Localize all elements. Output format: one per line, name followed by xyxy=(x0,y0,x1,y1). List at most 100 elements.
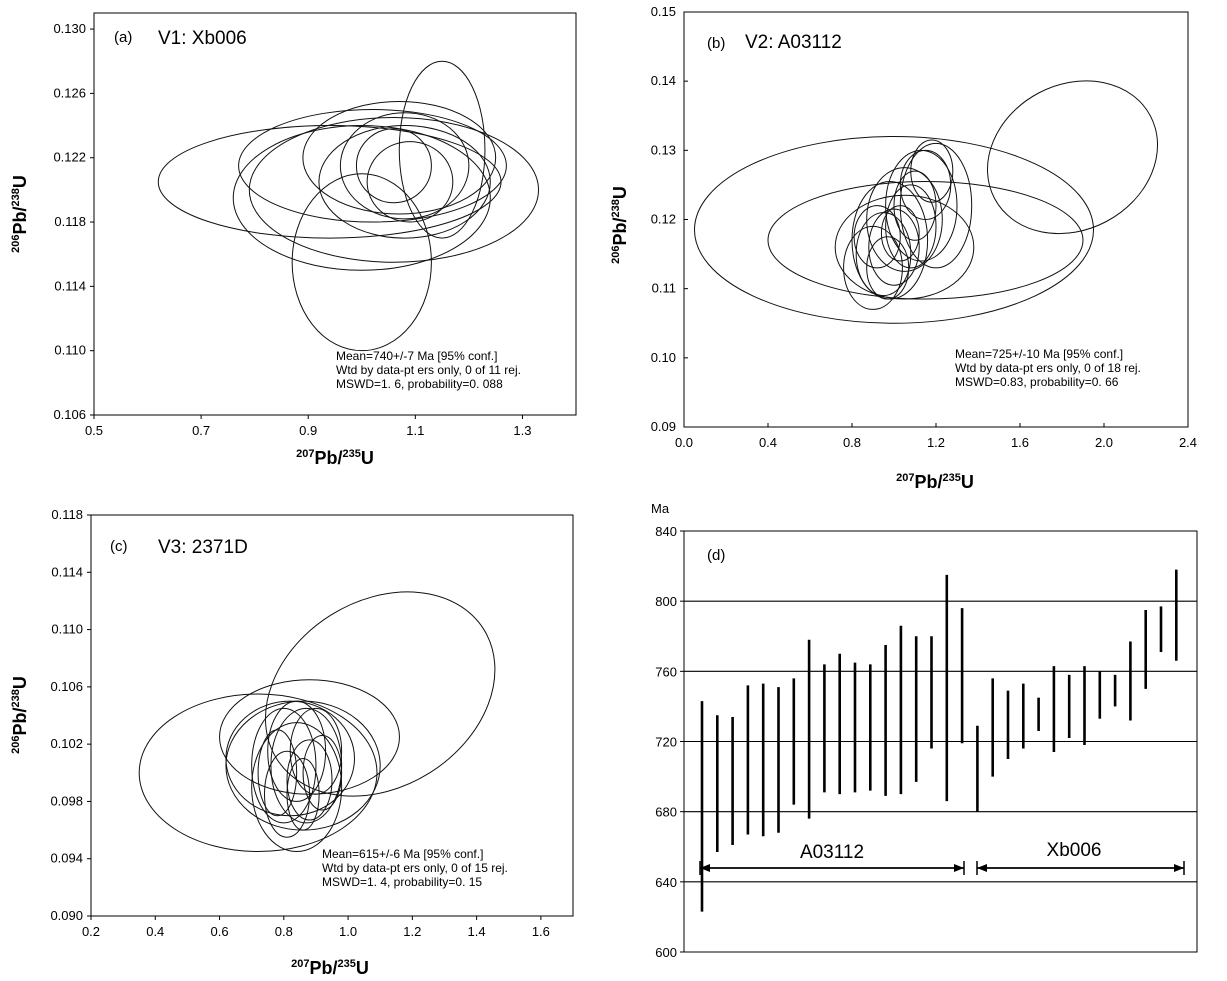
error-ellipse xyxy=(868,208,920,286)
group-a-arrow-head-left xyxy=(700,864,710,872)
concordia-age-label: 740 xyxy=(0,0,25,4)
x-tick-label: 0.8 xyxy=(843,435,861,450)
y-tick-label: 0.110 xyxy=(51,622,83,637)
stats-line: Mean=725+/-10 Ma [95% conf.] xyxy=(955,347,1123,361)
concordia-age-label: 740 xyxy=(0,0,25,4)
error-ellipse xyxy=(264,591,496,797)
y-tick-label: 680 xyxy=(655,805,677,820)
x-axis-superscript: 207 xyxy=(291,958,309,970)
y-tick-label: 0.090 xyxy=(50,908,83,923)
y-axis-superscript: 238 xyxy=(10,689,22,707)
concordia-age-label: 580 xyxy=(0,0,25,4)
y-axis-text: U xyxy=(10,175,30,188)
plot-frame xyxy=(93,12,577,416)
y-tick-label: 0.106 xyxy=(53,407,86,422)
error-ellipse xyxy=(264,750,311,838)
error-ellipse xyxy=(238,108,507,223)
error-ellipse xyxy=(232,125,491,271)
y-tick-label: 0.12 xyxy=(651,212,676,227)
y-tick-label: 760 xyxy=(655,664,677,679)
concordia-unit-label: Ma xyxy=(0,0,21,4)
x-tick-label: 1.6 xyxy=(532,924,550,939)
concordia-panel-a: 0.5 0.7 0.9 1.1 1.3 0.106 0.110 0.114 0.118 0.122… xyxy=(0,0,577,468)
stats-line: Wtd by data-pt ers only, 0 of 11 rej. xyxy=(336,363,521,377)
y-tick-label: 800 xyxy=(655,594,677,609)
x-axis-text: U xyxy=(961,472,974,492)
x-tick-label: 2.0 xyxy=(1095,435,1113,450)
plot-frame xyxy=(90,514,574,917)
group-b-arrow-head-right xyxy=(1174,864,1184,872)
error-ellipses xyxy=(157,60,540,352)
x-axis-superscript: 207 xyxy=(896,472,914,484)
concordia-age-label: 660 xyxy=(0,0,25,4)
error-ellipse xyxy=(866,167,943,272)
error-ellipses xyxy=(694,80,1159,324)
y-tick-label: 720 xyxy=(655,735,677,750)
y-tick-label: 0.106 xyxy=(50,679,83,694)
y-axis-text: Pb/ xyxy=(10,707,30,735)
x-axis-title: 207Pb/235U xyxy=(896,472,974,492)
y-tick-label: 0.102 xyxy=(50,736,83,751)
y-axis-text: Pb/ xyxy=(610,217,630,245)
x-tick-label: 1.0 xyxy=(339,924,357,939)
error-ellipse xyxy=(267,700,327,802)
x-tick-label: 0.6 xyxy=(210,924,228,939)
x-tick-label: 2.4 xyxy=(1179,435,1197,450)
error-ellipse xyxy=(694,136,1094,324)
y-axis-superscript: 206 xyxy=(10,736,22,754)
y-tick-label: 0.15 xyxy=(651,4,676,19)
concordia-age-label: 700 xyxy=(0,0,25,4)
y-axis-title: Ma xyxy=(651,501,670,516)
error-ellipses xyxy=(138,591,496,853)
x-tick-label: 0.5 xyxy=(85,423,103,438)
sample-title: V1: Xb006 xyxy=(158,28,247,49)
error-ellipse xyxy=(291,173,432,352)
x-tick-label: 1.2 xyxy=(403,924,421,939)
x-tick-label: 0.8 xyxy=(275,924,293,939)
x-tick-label: 0.2 xyxy=(82,924,100,939)
x-axis-text: Pb/ xyxy=(309,958,337,978)
x-axis-title: 207Pb/235U xyxy=(296,448,374,468)
concordia-age-label: 680 xyxy=(0,0,25,4)
error-ellipse xyxy=(302,735,343,811)
y-axis-superscript: 238 xyxy=(610,199,622,217)
y-tick-label: 0.10 xyxy=(651,350,676,365)
y-tick-label: 0.118 xyxy=(51,507,83,522)
error-ellipse xyxy=(986,80,1159,235)
error-ellipse xyxy=(248,117,540,263)
y-axis-text: U xyxy=(10,676,30,689)
x-axis-superscript: 235 xyxy=(343,448,361,460)
x-axis-text: Pb/ xyxy=(314,448,342,468)
sample-title: V2: A03112 xyxy=(745,32,842,53)
y-axis-superscript: 238 xyxy=(10,188,22,206)
stats-line: Wtd by data-pt ers only, 0 of 15 rej. xyxy=(322,861,508,875)
concordia-age-label: 660 xyxy=(0,0,25,4)
error-ellipse xyxy=(398,60,486,239)
panel-letter: (d) xyxy=(707,547,725,564)
stats-line: Wtd by data-pt ers only, 0 of 18 rej. xyxy=(955,361,1141,375)
x-axis-title: 207Pb/235U xyxy=(291,958,369,978)
y-axis-superscript: 206 xyxy=(10,235,22,253)
group-a-arrow-head-right xyxy=(954,864,964,872)
x-tick-label: 0.4 xyxy=(759,435,777,450)
error-ellipse xyxy=(286,739,333,821)
y-tick-label: 0.126 xyxy=(53,85,86,100)
x-axis-text: U xyxy=(356,958,369,978)
error-ellipse xyxy=(157,125,502,239)
error-ellipse xyxy=(866,236,910,300)
concordia-age-label: 660 xyxy=(0,0,25,4)
y-axis-title: 206Pb/238U xyxy=(10,676,30,754)
error-ellipse xyxy=(834,194,975,300)
y-axis-text: U xyxy=(610,186,630,199)
error-ellipse xyxy=(366,141,454,223)
x-tick-label: 1.1 xyxy=(406,423,424,438)
stats-line: MSWD=0.83, probability=0. 66 xyxy=(955,375,1119,389)
y-tick-label: 640 xyxy=(655,875,677,890)
concordia-panel-b: 0.0 0.4 0.8 1.2 1.6 2.0 2.4 0.09 0.10 0.11 0.12 0.1… xyxy=(0,0,1197,492)
x-axis-text: U xyxy=(361,448,374,468)
y-axis-title: 206Pb/238U xyxy=(610,186,630,264)
y-tick-label: 0.114 xyxy=(51,564,83,579)
x-tick-label: 1.4 xyxy=(468,924,486,939)
group-b-arrow-head-left xyxy=(977,864,987,872)
concordia-panel-c: 0.2 0.4 0.6 0.8 1.0 1.2 1.4 1.6 0.090 0.094 0.098 0… xyxy=(0,0,574,978)
